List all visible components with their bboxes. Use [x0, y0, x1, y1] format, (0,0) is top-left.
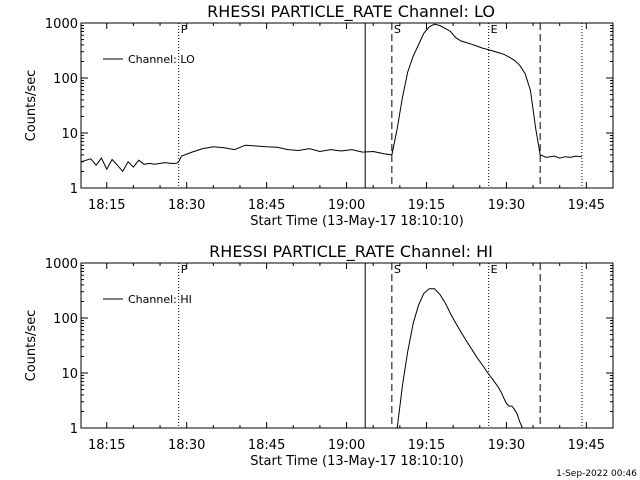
y-tick-label: 10 — [61, 367, 78, 382]
y-tick-label: 10 — [61, 127, 78, 142]
chart-title: RHESSI PARTICLE_RATE Channel: LO — [207, 2, 495, 22]
event-label: P — [181, 263, 188, 276]
x-tick-label: 18:30 — [168, 198, 205, 213]
y-tick-label: 1 — [70, 182, 78, 197]
y-axis-label: Counts/sec — [24, 70, 39, 142]
x-tick-label: 18:30 — [168, 438, 205, 453]
x-tick-label: 18:15 — [88, 438, 125, 453]
x-tick-label: 19:45 — [568, 198, 605, 213]
x-tick-label: 19:00 — [328, 438, 365, 453]
x-tick-label: 19:15 — [408, 438, 445, 453]
y-tick-label: 1000 — [45, 257, 78, 272]
y-tick-label: 1 — [70, 422, 78, 437]
y-tick-label: 100 — [53, 72, 78, 87]
x-axis-label: Start Time (13-May-17 18:10:10) — [250, 454, 464, 469]
event-label: S — [394, 23, 401, 36]
y-tick-label: 1000 — [45, 17, 78, 32]
x-tick-label: 18:15 — [88, 198, 125, 213]
x-tick-label: 19:00 — [328, 198, 365, 213]
event-label: P — [181, 23, 188, 36]
chart-panel-0: RHESSI PARTICLE_RATE Channel: LO 1 10 100 10… — [24, 2, 614, 229]
legend-label: Channel: HI — [128, 293, 192, 306]
series-line — [80, 23, 582, 173]
plot-frame — [80, 262, 614, 429]
legend-label: Channel: LO — [128, 53, 195, 66]
y-tick-label: 100 — [53, 312, 78, 327]
chart-panel-1: RHESSI PARTICLE_RATE Channel: HI 1 10 100 10… — [24, 242, 614, 469]
y-axis-label: Counts/sec — [24, 310, 39, 382]
chart-title: RHESSI PARTICLE_RATE Channel: HI — [209, 242, 493, 262]
event-label: E — [491, 263, 498, 276]
x-tick-label: 19:30 — [488, 438, 525, 453]
series-line — [396, 288, 523, 429]
footer-date: 1-Sep-2022 00:46 — [556, 469, 637, 479]
x-tick-label: 19:15 — [408, 198, 445, 213]
x-axis-label: Start Time (13-May-17 18:10:10) — [250, 214, 464, 229]
x-tick-label: 19:45 — [568, 438, 605, 453]
x-tick-label: 19:30 — [488, 198, 525, 213]
event-label: S — [394, 263, 401, 276]
x-tick-label: 18:45 — [248, 198, 285, 213]
event-label: E — [491, 23, 498, 36]
x-tick-label: 18:45 — [248, 438, 285, 453]
